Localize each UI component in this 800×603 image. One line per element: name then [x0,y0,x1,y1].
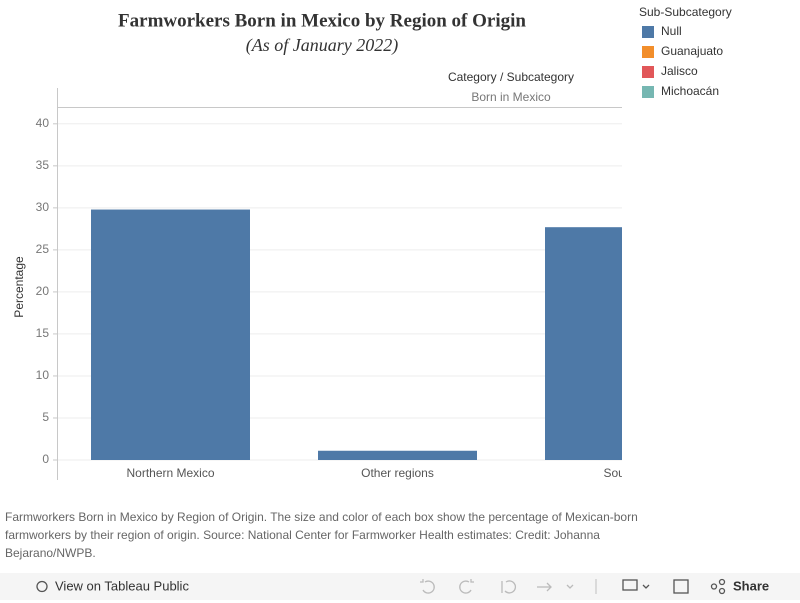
chart: Farmworkers Born in Mexico by Region of … [12,5,732,480]
y-tick-label: 30 [36,200,50,214]
view-on-tableau[interactable]: View on Tableau Public [55,578,189,593]
download-icon[interactable] [622,579,638,591]
legend-label: Jalisco [661,64,698,78]
refresh-icon [537,582,552,592]
header-title: Category / Subcategory [448,70,574,84]
legend-swatch [642,26,654,38]
y-tick-label: 40 [36,116,50,130]
y-tick-label: 10 [36,368,50,382]
toolbar-icons: View on Tableau Public Share [36,578,769,595]
legend-swatch [642,46,654,58]
fullscreen-icon[interactable] [673,579,689,594]
legend-label: Null [661,24,682,38]
share-icon[interactable] [710,583,718,590]
bar [545,227,622,460]
revert-icon [501,580,517,594]
x-tick-label: Other regions [361,466,434,480]
dropdown-icon [566,584,574,589]
share-icon-dot [718,587,726,595]
x-tick-label: Northern Mexico [126,466,214,480]
bar [91,209,250,460]
y-tick-label: 15 [36,326,50,340]
share-button[interactable]: Share [733,578,769,593]
y-axis-label: Percentage [12,256,26,318]
plot-area [58,123,622,461]
y-tick-label: 35 [36,158,50,172]
redo-icon [459,579,474,594]
chart-subtitle: (As of January 2022) [246,35,398,56]
y-tick-label: 25 [36,242,50,256]
y-tick-label: 20 [36,284,50,298]
y-tick-label: 5 [42,410,49,424]
y-tick-label: 0 [42,452,49,466]
legend-label: Michoacán [661,84,719,98]
legend-swatch [642,86,654,98]
x-tick-label: Souther [603,466,645,480]
chart-title: Farmworkers Born in Mexico by Region of … [118,10,526,31]
legend-swatch [642,66,654,78]
caption: Farmworkers Born in Mexico by Region of … [5,510,638,560]
header-value: Born in Mexico [471,90,551,104]
tableau-icon [36,580,48,593]
legend-title: Sub-Subcategory [639,5,732,19]
undo-icon [420,579,435,594]
bar [318,450,477,460]
download-menu[interactable] [642,584,650,589]
legend-label: Guanajuato [661,44,723,58]
toolbar: View on Tableau Public Share [0,573,800,600]
share-icon-dot [718,578,726,586]
